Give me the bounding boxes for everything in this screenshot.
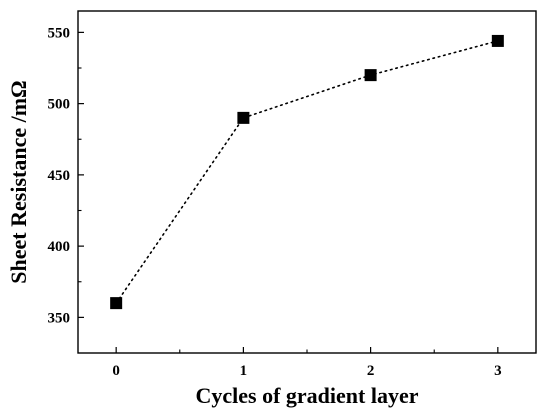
y-tick-label: 550 [48, 25, 71, 41]
x-axis-title: Cycles of gradient layer [196, 383, 419, 408]
y-tick-label: 350 [48, 310, 71, 326]
x-axis-ticks: 0 1 2 3 [112, 347, 502, 379]
series-line [115, 40, 499, 304]
plot-area-frame [77, 10, 537, 354]
y-axis-title: Sheet Resistance /mΩ [6, 80, 31, 283]
data-point-marker [364, 69, 377, 82]
y-tick-label: 450 [48, 168, 71, 184]
data-point-marker [237, 111, 250, 124]
x-tick-label: 2 [367, 363, 375, 379]
y-tick-label: 400 [48, 239, 71, 255]
x-tick-label: 1 [240, 363, 248, 379]
x-tick-label: 0 [112, 363, 120, 379]
data-point-marker [491, 34, 504, 47]
y-tick-label: 500 [48, 97, 71, 113]
x-tick-label: 3 [494, 363, 502, 379]
data-markers [110, 34, 504, 310]
y-axis-ticks: 350 400 450 500 550 [48, 25, 84, 326]
data-point-marker [110, 297, 123, 310]
